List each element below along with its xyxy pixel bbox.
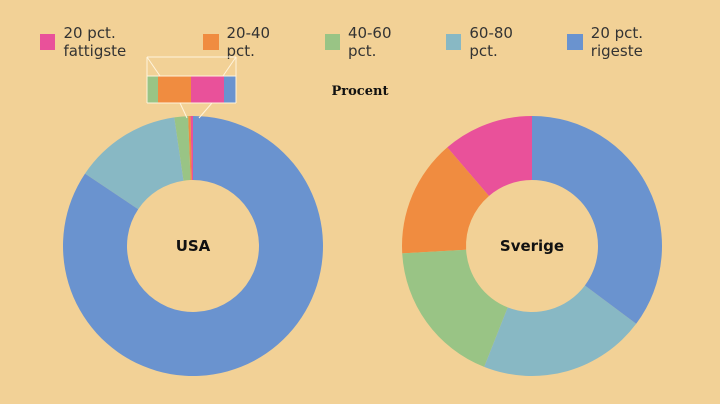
legend-item: 40-60 pct.: [324, 24, 422, 60]
legend-label: 60-80 pct.: [469, 24, 513, 60]
donut-slice-usa-2: [174, 116, 191, 181]
legend-swatch: [40, 34, 56, 50]
inset-segment: [191, 76, 224, 103]
legend-swatch: [324, 34, 340, 50]
subtitle: Procent: [332, 84, 389, 99]
inset-guide-line: [198, 102, 213, 119]
donut-center-label: Sverige: [500, 237, 564, 255]
legend-label: 20-40 pct.: [226, 24, 271, 60]
legend-swatch: [445, 34, 462, 50]
donut-slice-sverige-2: [402, 249, 508, 367]
legend-item: 20-40 pct.: [203, 24, 300, 60]
inset-segment: [147, 76, 158, 103]
donut-slice-usa-3: [85, 117, 184, 210]
inset-guide-line: [179, 102, 188, 119]
legend-swatch: [567, 34, 583, 50]
legend-swatch: [203, 34, 219, 50]
inset-guide-line: [146, 56, 161, 77]
donut-slice-sverige-0: [447, 116, 532, 196]
donut-slice-usa-0: [190, 116, 193, 181]
legend-item: 20 pct. fattigste: [40, 24, 179, 60]
donut-slice-sverige-3: [484, 285, 637, 376]
donut-slice-usa-1: [188, 116, 192, 181]
inset-zoom: [146, 56, 237, 119]
donut-slice-sverige-4: [532, 116, 663, 324]
legend-label: 40-60 pct.: [347, 24, 392, 60]
inset-segment: [224, 76, 236, 103]
donut-slice-usa-4: [62, 116, 323, 377]
donut-center-label: USA: [176, 237, 211, 255]
inset-segment: [158, 76, 191, 103]
legend-label: 20 pct. fattigste: [63, 24, 127, 60]
donut-slice-sverige-1: [402, 147, 489, 254]
legend-label: 20 pct. rigeste: [590, 24, 644, 60]
inset-guide-line: [222, 56, 237, 77]
legend-item: 20 pct. rigeste: [567, 24, 696, 60]
legend: 20 pct. fattigste 20-40 pct. 40-60 pct. …: [40, 24, 720, 60]
legend-item: 60-80 pct.: [445, 24, 543, 60]
